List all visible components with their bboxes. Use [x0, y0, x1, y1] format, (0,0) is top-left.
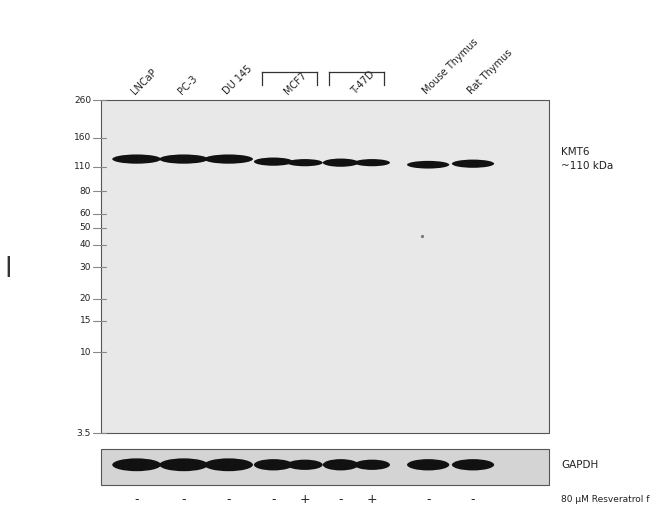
Ellipse shape [159, 154, 208, 164]
Text: LNCaP: LNCaP [129, 67, 159, 96]
Ellipse shape [159, 459, 208, 471]
Ellipse shape [254, 157, 293, 166]
Ellipse shape [204, 154, 253, 164]
Text: -: - [226, 492, 231, 506]
Text: -: - [271, 492, 276, 506]
Text: GAPDH: GAPDH [561, 460, 598, 470]
Ellipse shape [204, 459, 253, 471]
Text: -: - [135, 492, 139, 506]
Ellipse shape [254, 459, 293, 470]
Ellipse shape [287, 460, 322, 470]
Ellipse shape [407, 459, 449, 470]
Text: Rat Thymus: Rat Thymus [466, 48, 514, 96]
Text: 3.5: 3.5 [77, 429, 91, 438]
Text: Mouse Thymus: Mouse Thymus [421, 37, 480, 96]
Text: 10: 10 [79, 348, 91, 357]
Text: 20: 20 [80, 294, 91, 303]
Ellipse shape [112, 154, 161, 164]
Text: 30: 30 [79, 263, 91, 272]
Text: PC-3: PC-3 [177, 73, 200, 96]
Text: +: + [367, 492, 378, 506]
Ellipse shape [112, 459, 161, 471]
Text: 50: 50 [79, 223, 91, 232]
Ellipse shape [452, 160, 494, 168]
Ellipse shape [323, 159, 359, 167]
Text: 80: 80 [79, 187, 91, 196]
Text: 15: 15 [79, 317, 91, 325]
Ellipse shape [452, 459, 494, 470]
Text: MCF7: MCF7 [282, 70, 308, 96]
FancyBboxPatch shape [101, 100, 549, 433]
Ellipse shape [354, 460, 390, 470]
Text: +: + [300, 492, 310, 506]
Text: -: - [181, 492, 186, 506]
Text: 110: 110 [73, 162, 91, 171]
Text: KMT6
~110 kDa: KMT6 ~110 kDa [561, 147, 613, 171]
Text: |: | [4, 256, 12, 277]
Text: 40: 40 [80, 241, 91, 249]
Ellipse shape [354, 159, 390, 166]
Text: -: - [339, 492, 343, 506]
Text: DU 145: DU 145 [222, 63, 254, 96]
Text: 60: 60 [79, 209, 91, 218]
Text: T-47D: T-47D [349, 69, 376, 96]
Text: 260: 260 [74, 95, 91, 105]
FancyBboxPatch shape [101, 449, 549, 485]
Ellipse shape [407, 161, 449, 169]
Text: 80 μM Resveratrol for 24 Hrs: 80 μM Resveratrol for 24 Hrs [561, 495, 650, 504]
Text: -: - [471, 492, 475, 506]
Ellipse shape [287, 159, 322, 166]
Text: 160: 160 [73, 133, 91, 142]
Ellipse shape [323, 459, 359, 470]
Text: -: - [426, 492, 430, 506]
